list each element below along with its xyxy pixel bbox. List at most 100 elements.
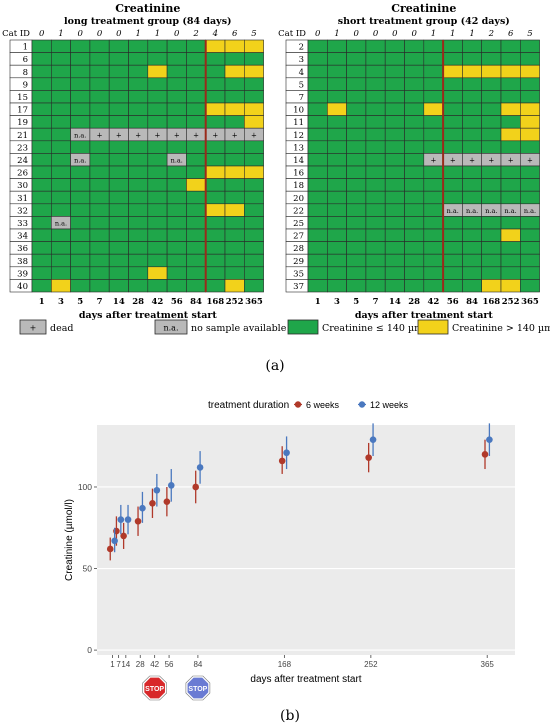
heatmap-cell [365,266,386,280]
cat-id-cell [285,90,309,104]
heatmap-cell [423,39,444,53]
day-label: 1 [315,297,321,307]
x-axis-label: days after treatment start [79,310,218,321]
legend-text: Creatinine ≤ 140 µmol/L [322,323,442,334]
heatmap-cell [89,153,110,167]
heatmap-cell [147,115,168,129]
day-label: 7 [97,297,103,307]
heatmap-cell [346,115,367,129]
data-point [163,498,171,505]
heatmap-cell [205,228,226,242]
heatmap-cell [500,253,521,268]
day-label: 14 [389,297,401,307]
heatmap-cell [462,140,482,154]
stop-label: STOP [188,686,207,693]
dead-mark: + [97,131,103,139]
heatmap-cell [404,64,425,79]
heatmap-cell [147,279,168,293]
heatmap-cell [147,216,168,230]
heatmap-cell [500,216,521,230]
count-label: 6 [508,29,514,39]
cat-id-label: 8 [23,68,28,78]
heatmap-cell [108,178,129,192]
x-tick-label: 168 [278,660,292,669]
heatmap-cell [500,115,521,129]
heatmap-cell [384,115,405,129]
heatmap-cell [166,253,187,268]
heatmap-cell [500,127,521,142]
heatmap-cell [89,64,110,79]
heatmap-cell [326,279,347,293]
heatmap-cell [404,115,425,129]
heatmap-cell [50,190,71,205]
heatmap-cell [31,216,52,230]
heatmap-cell [128,77,149,91]
cat-id-label: 37 [293,282,304,292]
heatmap-cell [108,64,129,79]
heatmap-cell [128,140,149,154]
heatmap-cell [244,52,264,66]
heatmap-cell [384,102,405,116]
count-label: 1 [450,29,455,39]
heatmap-cell [244,90,264,104]
heatmap-cell [147,266,168,280]
x-tick-label: 56 [165,660,174,669]
dead-mark: + [193,131,199,139]
cat-id-cell [9,52,33,66]
heatmap-cell [384,241,405,255]
legend-entry: 12 weeks [370,400,409,410]
heatmap-cell [423,279,444,293]
na-mark: n.a. [485,207,497,215]
heatmap-cell [423,228,444,242]
heatmap-cell [108,77,129,91]
heatmap-cell [89,39,110,53]
legend-item-normal: Creatinine ≤ 140 µmol/L [287,319,442,335]
heatmap-cell [205,64,226,79]
data-point [149,499,156,507]
data-point [278,457,286,465]
heatmap-cell [462,64,482,79]
count-label: 1 [58,29,63,39]
legend-item-dead: + dead [19,319,73,335]
heatmap-cell [166,52,187,66]
heatmap-cell [519,102,540,116]
heatmap-cell [481,140,502,154]
heatmap-cell [404,266,425,280]
heatmap-cell [481,52,502,66]
cat-id-cell [285,52,309,66]
heatmap-cell [70,241,91,255]
heatmap-cell [31,64,52,79]
heatmap-cell [128,241,149,255]
heatmap-cell [205,266,226,280]
heatmap-cell [128,228,149,242]
count-label: 0 [78,29,84,39]
day-label: 7 [373,297,379,307]
heatmap-cell [365,153,386,167]
heatmap-cell [384,153,405,167]
heatmap-cell [346,190,367,205]
heatmap-cell [31,165,52,179]
heatmap-cell [442,241,463,255]
cat-id-label: 20 [293,194,304,204]
heatmap-cell [186,228,206,242]
count-label: 0 [411,29,417,39]
heatmap-cell [50,203,71,217]
heatmap-cell [307,266,328,280]
cat-id-label: 10 [293,106,304,116]
heatmap-cell [500,102,521,116]
legend-text: Creatinine > 140 µmol/L [452,323,550,334]
heatmap-cell [50,228,71,242]
heatmap-cell [186,102,206,116]
heatmap-cell [108,165,129,179]
heatmap-cell [166,140,187,154]
heatmap-cell [404,127,425,142]
heatmap-cell [519,77,540,91]
cat-id-cell [285,77,309,91]
heatmap-cell [326,52,347,66]
heatmap-cell [50,253,71,268]
data-point [106,545,114,553]
heatmap-title: Creatinine [391,2,456,15]
heatmap-cell [423,102,444,116]
heatmap-cell [205,165,226,179]
